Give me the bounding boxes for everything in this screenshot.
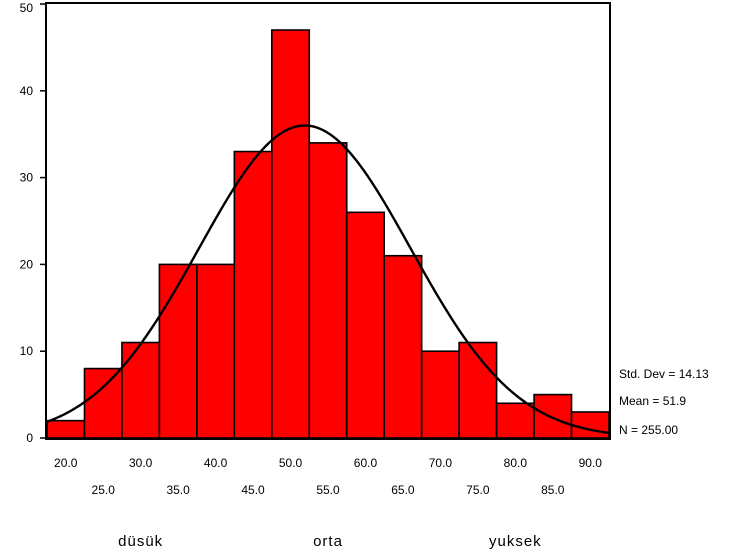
histogram-bar bbox=[345, 211, 386, 439]
x-tick-label: 90.0 bbox=[579, 456, 603, 470]
y-tick-label: 20 bbox=[20, 257, 34, 271]
x-tick-label: 50.0 bbox=[279, 456, 303, 470]
histogram-bar bbox=[495, 402, 535, 439]
x-tick-label: 75.0 bbox=[466, 483, 490, 497]
histogram-bar bbox=[158, 263, 198, 439]
plot-frame bbox=[45, 2, 611, 440]
x-tick-label: 55.0 bbox=[316, 483, 340, 497]
y-tick-label: 10 bbox=[20, 344, 34, 358]
x-tick-label: 65.0 bbox=[391, 483, 415, 497]
stat-n: N = 255.00 bbox=[619, 423, 678, 437]
x-tick-label: 35.0 bbox=[166, 483, 190, 497]
normal-curve bbox=[46, 124, 610, 435]
category-label-high: yuksek bbox=[489, 533, 542, 550]
x-tick-label: 25.0 bbox=[92, 483, 116, 497]
histogram-bar bbox=[308, 142, 348, 439]
y-tick-label: 0 bbox=[26, 431, 33, 445]
histogram-bar bbox=[121, 341, 161, 439]
histogram-bar bbox=[233, 150, 273, 439]
x-tick-label: 30.0 bbox=[129, 456, 153, 470]
histogram-bar bbox=[46, 419, 86, 439]
x-axis: 20.0 30.0 40.0 50.0 60.0 70.0 80.0 90.0 25.0 35.0… bbox=[54, 456, 602, 497]
histogram-bar bbox=[83, 367, 123, 439]
x-tick-label: 85.0 bbox=[541, 483, 565, 497]
x-tick-label: 20.0 bbox=[54, 456, 78, 470]
histogram-bar bbox=[383, 254, 423, 439]
x-tick-label: 60.0 bbox=[354, 456, 378, 470]
histogram-bar bbox=[270, 29, 311, 439]
category-label-low: düsük bbox=[118, 533, 163, 550]
histogram-bar bbox=[570, 411, 610, 439]
histogram-bar bbox=[420, 350, 460, 439]
y-tick-label: 30 bbox=[20, 171, 34, 185]
x-tick-label: 70.0 bbox=[429, 456, 453, 470]
y-tick-label: 50 bbox=[20, 1, 34, 15]
stat-std-dev: Std. Dev = 14.13 bbox=[619, 367, 709, 381]
x-tick-label: 45.0 bbox=[241, 483, 265, 497]
x-tick-label: 40.0 bbox=[204, 456, 228, 470]
histogram-bar bbox=[196, 263, 236, 439]
histogram-bar bbox=[533, 393, 573, 439]
x-tick-label: 80.0 bbox=[504, 456, 528, 470]
histogram-bars bbox=[46, 29, 610, 439]
histogram-bar bbox=[458, 341, 498, 439]
category-label-mid: orta bbox=[313, 533, 343, 550]
stat-mean: Mean = 51.9 bbox=[619, 394, 686, 408]
y-axis: 0 10 20 30 40 50 bbox=[20, 1, 47, 445]
y-tick-label: 40 bbox=[20, 84, 34, 98]
